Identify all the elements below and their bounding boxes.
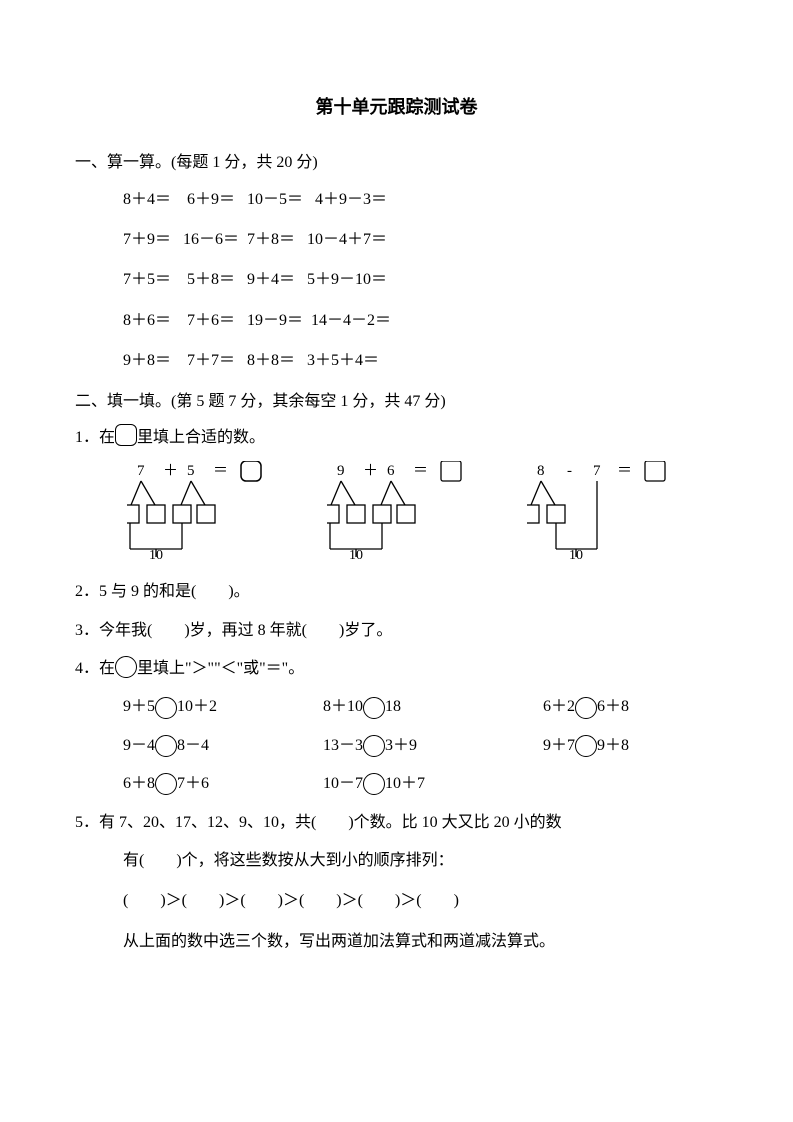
eq-row-5: 9＋8＝ 7＋7＝ 8＋8＝ 3＋5＋4＝ xyxy=(75,346,718,376)
cmp-rhs: 10＋7 xyxy=(385,769,425,799)
circle-blank-icon xyxy=(155,735,177,757)
eq-row-3: 7＋5＝ 5＋8＝ 9＋4＝ 5＋9－10＝ xyxy=(75,265,718,295)
svg-text:＋: ＋ xyxy=(163,463,178,479)
cmp-lhs: 13－3 xyxy=(323,731,363,761)
q4-row-2: 9－4 8－4 13－3 3＋9 9＋7 9＋8 xyxy=(75,731,718,761)
q1-diagrams: 7 ＋ 5 ＝ 10 9 ＋ 6 ＝ xyxy=(75,461,718,561)
q5-line1: 5．有 7、20、17、12、9、10，共( )个数。比 10 大又比 20 小… xyxy=(75,808,718,838)
svg-text:8: 8 xyxy=(537,463,545,479)
section-2-heading: 二、填一填。(第 5 题 7 分，其余每空 1 分，共 47 分) xyxy=(75,387,718,417)
q5-line4: 从上面的数中选三个数，写出两道加法算式和两道减法算式。 xyxy=(75,927,718,957)
page-title: 第十单元跟踪测试卷 xyxy=(75,90,718,124)
svg-text:＝: ＝ xyxy=(213,463,228,479)
circle-blank-icon xyxy=(363,773,385,795)
section-1-heading: 一、算一算。(每题 1 分，共 20 分) xyxy=(75,148,718,178)
q5-line2: 有( )个，将这些数按从大到小的顺序排列： xyxy=(75,846,718,876)
circle-blank-icon xyxy=(155,773,177,795)
number-bond-3: 8 - 7 ＝ 10 xyxy=(527,461,677,561)
number-bond-1: 7 ＋ 5 ＝ 10 xyxy=(127,461,277,561)
cmp-lhs: 6＋2 xyxy=(543,692,575,722)
circle-blank-icon xyxy=(363,697,385,719)
cmp-lhs: 9＋7 xyxy=(543,731,575,761)
cmp-rhs: 10＋2 xyxy=(177,692,217,722)
q5-line3: ( )＞( )＞( )＞( )＞( )＞( ) xyxy=(75,886,718,916)
cmp-rhs: 8－4 xyxy=(177,731,209,761)
q1: 1．在 里填上合适的数。 xyxy=(75,423,718,453)
svg-text:6: 6 xyxy=(387,463,395,479)
cmp-lhs: 9＋5 xyxy=(123,692,155,722)
svg-text:7: 7 xyxy=(137,463,145,479)
circle-blank-icon xyxy=(363,735,385,757)
eq-row-4: 8＋6＝ 7＋6＝ 19－9＝ 14－4－2＝ xyxy=(75,306,718,336)
q4-row-3: 6＋8 7＋6 10－7 10＋7 xyxy=(75,769,718,799)
svg-text:-: - xyxy=(567,463,572,479)
eq-row-2: 7＋9＝ 16－6＝ 7＋8＝ 10－4＋7＝ xyxy=(75,225,718,255)
q3: 3．今年我( )岁，再过 8 年就( )岁了。 xyxy=(75,616,718,646)
q4-prefix: 4．在 xyxy=(75,660,115,677)
circle-blank-icon xyxy=(575,697,597,719)
svg-text:＋: ＋ xyxy=(363,463,378,479)
cmp-rhs: 3＋9 xyxy=(385,731,417,761)
q2: 2．5 与 9 的和是( )。 xyxy=(75,577,718,607)
number-bond-2: 9 ＋ 6 ＝ 10 xyxy=(327,461,477,561)
cmp-rhs: 6＋8 xyxy=(597,692,629,722)
q4-suffix: 里填上"＞""＜"或"＝"。 xyxy=(137,660,304,677)
cmp-lhs: 8＋10 xyxy=(323,692,363,722)
svg-text:9: 9 xyxy=(337,463,345,479)
svg-text:10: 10 xyxy=(569,548,583,561)
svg-text:＝: ＝ xyxy=(413,463,428,479)
cmp-lhs: 9－4 xyxy=(123,731,155,761)
svg-text:10: 10 xyxy=(149,548,163,561)
q4-row-1: 9＋5 10＋2 8＋10 18 6＋2 6＋8 xyxy=(75,692,718,722)
svg-text:7: 7 xyxy=(593,463,601,479)
circle-blank-icon xyxy=(115,656,137,678)
q1-suffix: 里填上合适的数。 xyxy=(137,429,265,446)
cmp-lhs: 10－7 xyxy=(323,769,363,799)
cmp-rhs: 18 xyxy=(385,692,401,722)
q4: 4．在 里填上"＞""＜"或"＝"。 xyxy=(75,654,718,684)
cmp-lhs: 6＋8 xyxy=(123,769,155,799)
cmp-rhs: 7＋6 xyxy=(177,769,209,799)
q1-prefix: 1．在 xyxy=(75,429,115,446)
eq-row-1: 8＋4＝ 6＋9＝ 10－5＝ 4＋9－3＝ xyxy=(75,185,718,215)
square-blank-icon xyxy=(115,424,137,446)
svg-text:5: 5 xyxy=(187,463,195,479)
svg-text:10: 10 xyxy=(349,548,363,561)
circle-blank-icon xyxy=(575,735,597,757)
circle-blank-icon xyxy=(155,697,177,719)
cmp-rhs: 9＋8 xyxy=(597,731,629,761)
svg-text:＝: ＝ xyxy=(617,463,632,479)
